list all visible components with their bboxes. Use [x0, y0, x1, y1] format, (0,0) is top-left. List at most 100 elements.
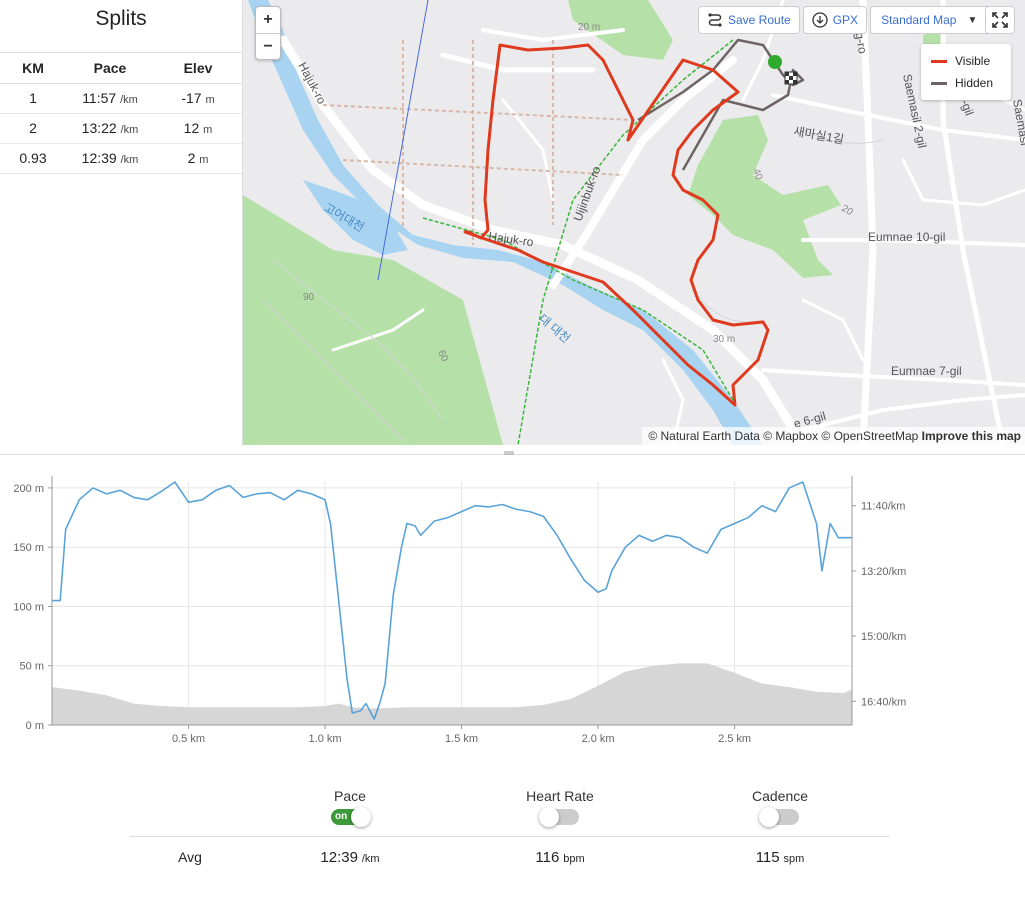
x-tick-label: 0.5 km [172, 733, 205, 745]
start-marker [768, 55, 782, 69]
heart-rate-toggle-group: Heart Rate [450, 785, 670, 836]
basemap[interactable]: Hajuk-ro Hajuk-ro Uijinbuk-ro Saemasil 2… [243, 0, 1025, 445]
toggle-knob [759, 807, 779, 827]
fullscreen-button[interactable] [985, 6, 1015, 34]
avg-label: Avg [178, 849, 202, 865]
map-label: Hajuk-ro [488, 229, 535, 249]
x-tick-label: 1.0 km [309, 733, 342, 745]
y-tick-label: 150 m [13, 542, 44, 554]
toggle-on-text: on [335, 811, 348, 822]
avg-cadence: 115 spm [755, 848, 805, 866]
pace-toggle-group: Pace on [250, 785, 450, 836]
map-label: 90 [303, 292, 315, 303]
y-tick-label: 13:20/km [861, 566, 906, 578]
splits-table: KM Pace Elev 1 11:57 /km -17 m 2 13:22 /… [0, 53, 242, 174]
col-header-km: KM [0, 53, 66, 84]
zoom-out-button[interactable]: − [256, 33, 280, 59]
y-tick-label: 100 m [13, 601, 44, 613]
map-label: 60 [435, 349, 450, 364]
map-label: 20 [840, 203, 856, 218]
visible-route-line [463, 43, 770, 407]
y-tick-label: 15:00/km [861, 631, 906, 643]
zoom-in-button[interactable]: + [263, 11, 273, 28]
average-row: Avg 12:39 /km 116 bpm 115 spm [130, 837, 890, 877]
route-icon [708, 13, 722, 27]
route-map[interactable]: Hajuk-ro Hajuk-ro Uijinbuk-ro Saemasil 2… [243, 0, 1025, 445]
zoom-control: + − [255, 6, 281, 60]
river [248, 0, 763, 445]
avg-heart-rate: 116 bpm [535, 848, 585, 866]
split-elev: -17 m [154, 83, 242, 114]
split-km: 0.93 [0, 143, 66, 174]
panel-resize-handle[interactable] [0, 445, 1025, 455]
map-style-dropdown[interactable]: Standard Map ▼ [870, 6, 991, 34]
split-km: 1 [0, 83, 66, 114]
legend-hidden: Hidden [931, 72, 1001, 94]
river [303, 180, 408, 255]
park-area [688, 115, 841, 278]
attribution-text[interactable]: © Natural Earth Data © Mapbox © OpenStre… [648, 429, 919, 443]
split-pace: 11:57 /km [66, 83, 154, 114]
cadence-toggle-group: Cadence [670, 785, 890, 836]
y-axis-right: 11:40/km 13:20/km 15:00/km 16:40/km [852, 501, 906, 708]
fullscreen-icon [992, 12, 1008, 28]
avg-pace: 12:39 /km [320, 848, 380, 866]
splits-panel: Splits KM Pace Elev 1 11:57 /km -17 m 2 … [0, 0, 243, 445]
gpx-button[interactable]: GPX [802, 6, 868, 34]
split-km: 2 [0, 113, 66, 144]
splits-header-row: KM Pace Elev [0, 53, 242, 84]
map-label: Eumnae 10-gil [868, 230, 945, 244]
finish-marker [784, 71, 798, 85]
map-toolbar: Save Route GPX Standard Map ▼ [698, 6, 991, 34]
elevation-pace-chart[interactable]: 0.5 km 1.0 km 1.5 km 2.0 km 2.5 km 0 m 50 m 10… [0, 460, 1025, 750]
map-style-label: Standard Map [881, 13, 957, 27]
park-area [243, 195, 503, 445]
splits-title: Splits [0, 0, 242, 53]
legend-swatch [931, 59, 947, 63]
save-route-button[interactable]: Save Route [698, 6, 800, 34]
x-tick-label: 2.0 km [582, 733, 615, 745]
pace-toggle-label: Pace [334, 788, 366, 804]
y-tick-label: 11:40/km [861, 501, 905, 513]
stats-panel: Pace on Heart Rate Cadence Avg 12:39 /km… [130, 785, 890, 877]
map-label: Eumnae 7-gil [891, 364, 962, 378]
x-tick-label: 1.5 km [445, 733, 478, 745]
map-label: 20 m [578, 22, 600, 33]
toggles-spacer [130, 785, 250, 836]
save-route-label: Save Route [728, 13, 791, 27]
cadence-toggle-label: Cadence [751, 788, 809, 804]
toggle-knob [539, 807, 559, 827]
legend-label: Visible [955, 54, 991, 68]
drag-handle-icon[interactable] [0, 448, 1025, 458]
x-axis: 0.5 km 1.0 km 1.5 km 2.0 km 2.5 km [51, 476, 853, 745]
split-pace: 13:22 /km [66, 113, 154, 144]
route-legend: Visible Hidden [921, 44, 1011, 100]
heart-rate-toggle-label: Heart Rate [526, 788, 594, 804]
elevation-area [52, 663, 852, 725]
table-row: 0.93 12:39 /km 2 m [0, 143, 242, 174]
y-tick-label: 0 m [26, 720, 44, 732]
pace-line [52, 481, 852, 720]
map-attribution: © Natural Earth Data © Mapbox © OpenStre… [642, 427, 1025, 445]
gpx-label: GPX [832, 13, 859, 27]
split-elev: 2 m [154, 143, 242, 174]
y-axis-left: 0 m 50 m 100 m 150 m 200 m [13, 483, 52, 732]
y-tick-label: 50 m [20, 661, 44, 673]
map-label: 40 [750, 167, 764, 182]
col-header-elev: Elev [154, 53, 242, 84]
heart-rate-toggle[interactable] [539, 807, 579, 827]
legend-label: Hidden [955, 76, 994, 90]
chevron-down-icon: ▼ [967, 14, 978, 26]
metric-toggles: Pace on Heart Rate Cadence [130, 785, 890, 837]
x-tick-label: 2.5 km [718, 733, 751, 745]
cadence-toggle[interactable] [759, 807, 799, 827]
y-tick-label: 200 m [13, 483, 44, 495]
improve-map-link[interactable]: Improve this map [921, 429, 1021, 443]
col-header-pace: Pace [66, 53, 154, 84]
split-elev: 12 m [154, 113, 242, 144]
pace-toggle[interactable]: on [331, 807, 371, 827]
table-row: 1 11:57 /km -17 m [0, 83, 242, 114]
table-row: 2 13:22 /km 12 m [0, 113, 242, 144]
trail [517, 39, 734, 445]
y-tick-label: 16:40/km [861, 696, 906, 708]
